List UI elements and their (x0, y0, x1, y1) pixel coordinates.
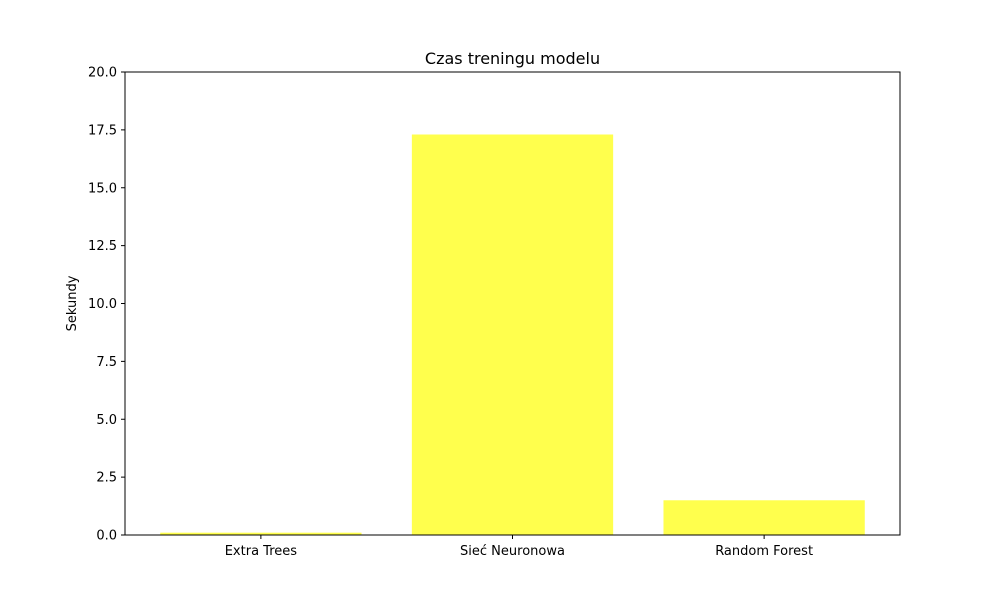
y-axis: 0.0 2.5 5.0 7.5 10.0 12.5 15.0 17.5 20.0 (88, 66, 125, 544)
y-tick-label: 2.5 (96, 471, 117, 486)
y-tick-label: 10.0 (88, 297, 117, 312)
y-tick-label: 5.0 (96, 413, 117, 428)
y-tick-label: 20.0 (88, 66, 117, 81)
plot-frame (124, 71, 901, 536)
y-tick-label: 17.5 (88, 123, 117, 138)
x-tick-label: Random Forest (715, 544, 813, 559)
y-axis-label: Sekundy (65, 275, 80, 331)
y-tick-label: 12.5 (88, 239, 117, 254)
bars-layer (160, 134, 865, 535)
bar-random-forest (663, 500, 865, 535)
y-tick-label: 15.0 (88, 181, 117, 196)
x-axis: Extra Trees Sieć Neuronowa Random Forest (225, 535, 813, 559)
bar-sie-neuronowa (411, 134, 614, 535)
chart-title: Czas treningu modelu (425, 49, 600, 68)
y-tick-label: 7.5 (96, 355, 117, 370)
y-tick-label: 0.0 (96, 529, 117, 544)
bar-extra-trees (160, 532, 362, 535)
x-tick-label: Extra Trees (225, 544, 298, 559)
x-tick-label: Sieć Neuronowa (460, 544, 565, 559)
